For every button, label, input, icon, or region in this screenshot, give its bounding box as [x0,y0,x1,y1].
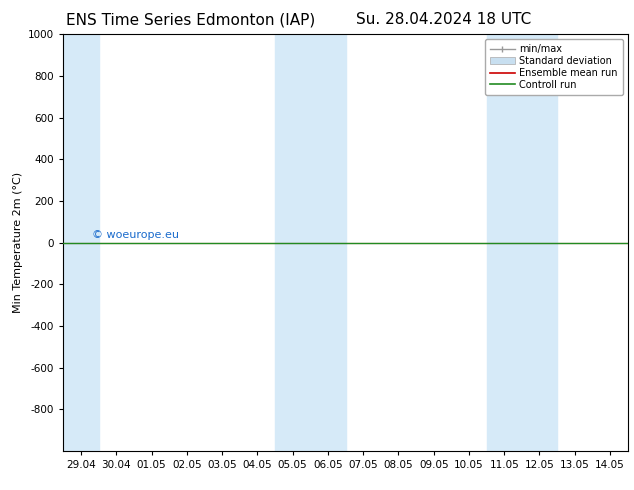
Legend: min/max, Standard deviation, Ensemble mean run, Controll run: min/max, Standard deviation, Ensemble me… [486,39,623,95]
Text: Su. 28.04.2024 18 UTC: Su. 28.04.2024 18 UTC [356,12,531,27]
Bar [63,34,99,451]
Bar [275,34,346,451]
Text: © woeurope.eu: © woeurope.eu [92,230,179,240]
Bar [487,34,557,451]
Y-axis label: Min Temperature 2m (°C): Min Temperature 2m (°C) [13,172,23,313]
Text: ENS Time Series Edmonton (IAP): ENS Time Series Edmonton (IAP) [65,12,315,27]
